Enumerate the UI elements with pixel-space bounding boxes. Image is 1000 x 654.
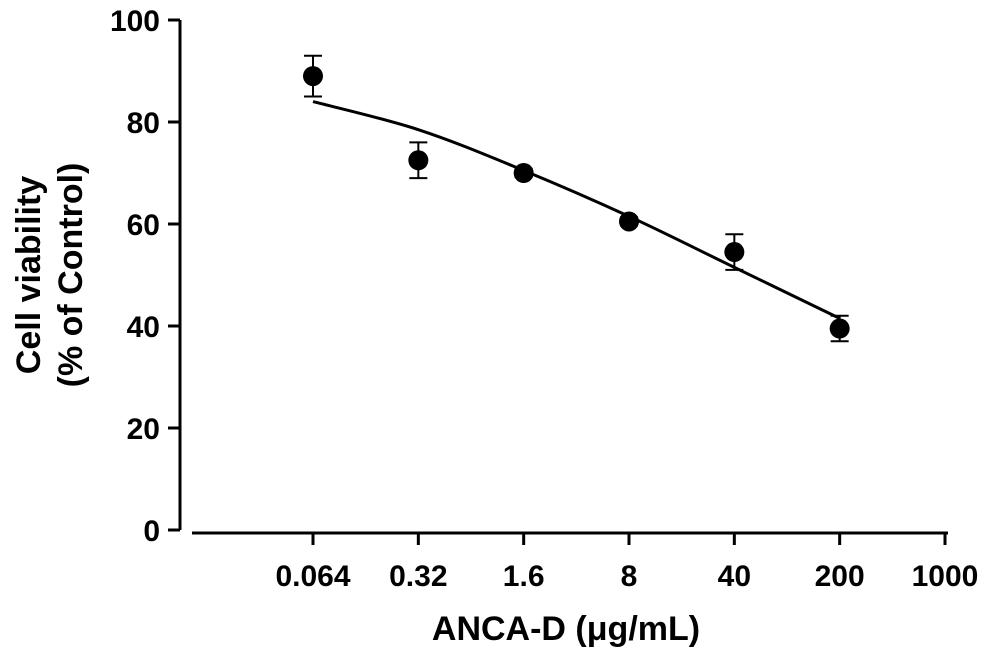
data-point-group (303, 54, 323, 98)
x-tick-label: 1000 (912, 560, 979, 593)
x-tick-label: 40 (718, 560, 751, 593)
data-point-group (513, 163, 534, 183)
y-axis-title-line2: (% of Control) (52, 163, 90, 388)
data-point-group (408, 141, 429, 180)
x-tick-label: 200 (815, 560, 865, 593)
y-tick-label: 0 (143, 515, 160, 548)
x-tick-label: 0.064 (275, 560, 350, 593)
y-tick-label: 60 (127, 209, 160, 242)
y-tick-label: 100 (110, 5, 160, 38)
data-point-group (619, 211, 639, 232)
data-point (408, 150, 429, 171)
data-point (619, 211, 639, 232)
x-tick-label: 0.32 (389, 560, 447, 593)
axes: 0 20 40 60 80 100 0.064 0.32 1.6 8 40 200 1000 (110, 5, 978, 593)
data-point (829, 318, 850, 339)
fit-curve-line (312, 100, 841, 320)
y-tick-label: 40 (127, 311, 160, 344)
data-point (303, 66, 323, 87)
data-point (724, 242, 745, 263)
x-tick-label: 1.6 (503, 560, 545, 593)
fit-curve-group (312, 100, 841, 320)
y-tick-label: 80 (127, 107, 160, 140)
y-tick-label: 20 (127, 413, 160, 446)
x-axis-title: ANCA-D (μg/mL) (432, 610, 700, 648)
data-point (513, 163, 534, 183)
y-axis-title-line1: Cell viability (10, 176, 48, 374)
data-points-group (303, 54, 850, 343)
data-point-group (829, 314, 850, 343)
x-tick-label: 8 (621, 560, 638, 593)
data-point-group (724, 233, 745, 271)
